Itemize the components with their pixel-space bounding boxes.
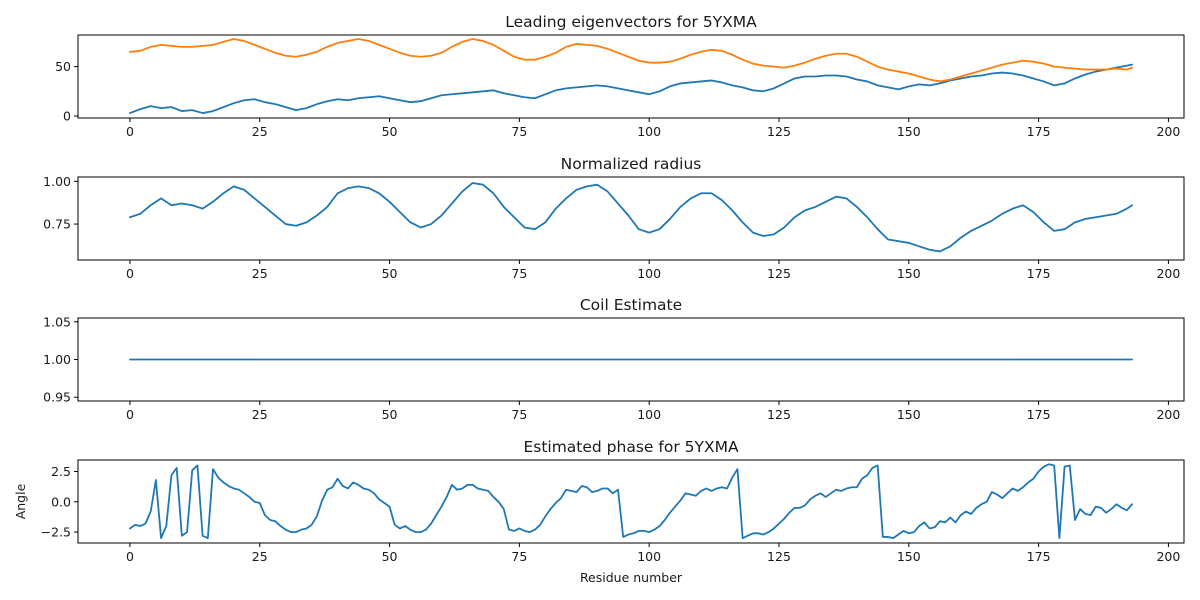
x-tick-label: 0: [126, 407, 134, 422]
x-tick-label: 50: [382, 266, 398, 281]
plot-frame: [77, 176, 1185, 261]
x-tick-label: 75: [511, 407, 527, 422]
x-tick-label: 125: [767, 124, 791, 139]
panel-title: Estimated phase for 5YXMA: [523, 438, 738, 456]
y-tick-label: 1.00: [43, 352, 71, 367]
x-tick-label: 100: [637, 266, 661, 281]
y-tick-label: 0.75: [43, 217, 71, 232]
x-tick-label: 0: [126, 124, 134, 139]
x-tick-label: 125: [767, 407, 791, 422]
x-tick-label: 150: [897, 124, 921, 139]
x-axis-label: Residue number: [580, 570, 683, 585]
plot-frame: [77, 34, 1185, 119]
y-tick-label: 2.5: [51, 464, 71, 479]
x-tick-label: 50: [382, 124, 398, 139]
y-tick-label: 50: [55, 59, 71, 74]
chart-panels: Leading eigenvectors for 5YXMA 0 25 50 75 100…: [13, 13, 1185, 585]
x-tick-label: 150: [897, 407, 921, 422]
x-tick-label: 125: [767, 549, 791, 564]
x-tick-label: 25: [252, 124, 268, 139]
x-tick-label: 100: [637, 549, 661, 564]
x-tick-label: 25: [252, 266, 268, 281]
x-tick-label: 75: [511, 266, 527, 281]
x-tick-label: 200: [1156, 549, 1180, 564]
x-tick-label: 175: [1027, 549, 1051, 564]
x-tick-label: 0: [126, 266, 134, 281]
x-tick-label: 200: [1156, 407, 1180, 422]
x-tick-label: 100: [637, 407, 661, 422]
chart-panel-4: Estimated phase for 5YXMA 0 25 50 75 100 125 15…: [13, 438, 1185, 585]
series-line-1: [129, 182, 1133, 253]
x-tick-label: 100: [637, 124, 661, 139]
panel-title: Coil Estimate: [580, 296, 682, 314]
series-line-2: [129, 38, 1133, 83]
x-tick-label: 175: [1027, 407, 1051, 422]
plot-frame: [77, 459, 1185, 544]
x-tick-label: 50: [382, 549, 398, 564]
series-line-1: [129, 63, 1133, 114]
x-tick-label: 75: [511, 124, 527, 139]
x-tick-label: 150: [897, 549, 921, 564]
chart-panel-2: Normalized radius 0 25 50 75 100 125 150 175 200 0…: [43, 155, 1185, 281]
x-tick-label: 200: [1156, 266, 1180, 281]
y-tick-label: 0: [63, 109, 71, 124]
panel-title: Normalized radius: [561, 155, 702, 173]
x-tick-label: 75: [511, 549, 527, 564]
series-line-1: [129, 463, 1133, 540]
x-tick-label: 50: [382, 407, 398, 422]
y-tick-label: 0.0: [51, 494, 71, 509]
x-tick-label: 125: [767, 266, 791, 281]
x-tick-label: 150: [897, 266, 921, 281]
y-axis-label: Angle: [13, 483, 28, 519]
x-tick-label: 0: [126, 549, 134, 564]
x-tick-label: 175: [1027, 266, 1051, 281]
y-tick-label: 0.95: [43, 390, 71, 405]
x-tick-label: 175: [1027, 124, 1051, 139]
y-tick-label: 1.05: [43, 314, 71, 329]
y-tick-label: −2.5: [41, 525, 71, 540]
chart-panel-3: Coil Estimate 0 25 50 75 100 125 150 175 200 0.95 1…: [43, 296, 1185, 422]
chart-panel-1: Leading eigenvectors for 5YXMA 0 25 50 75 100…: [55, 13, 1185, 139]
x-tick-label: 25: [252, 407, 268, 422]
panel-title: Leading eigenvectors for 5YXMA: [505, 13, 757, 31]
x-tick-label: 200: [1156, 124, 1180, 139]
y-tick-label: 1.00: [43, 174, 71, 189]
x-tick-label: 25: [252, 549, 268, 564]
